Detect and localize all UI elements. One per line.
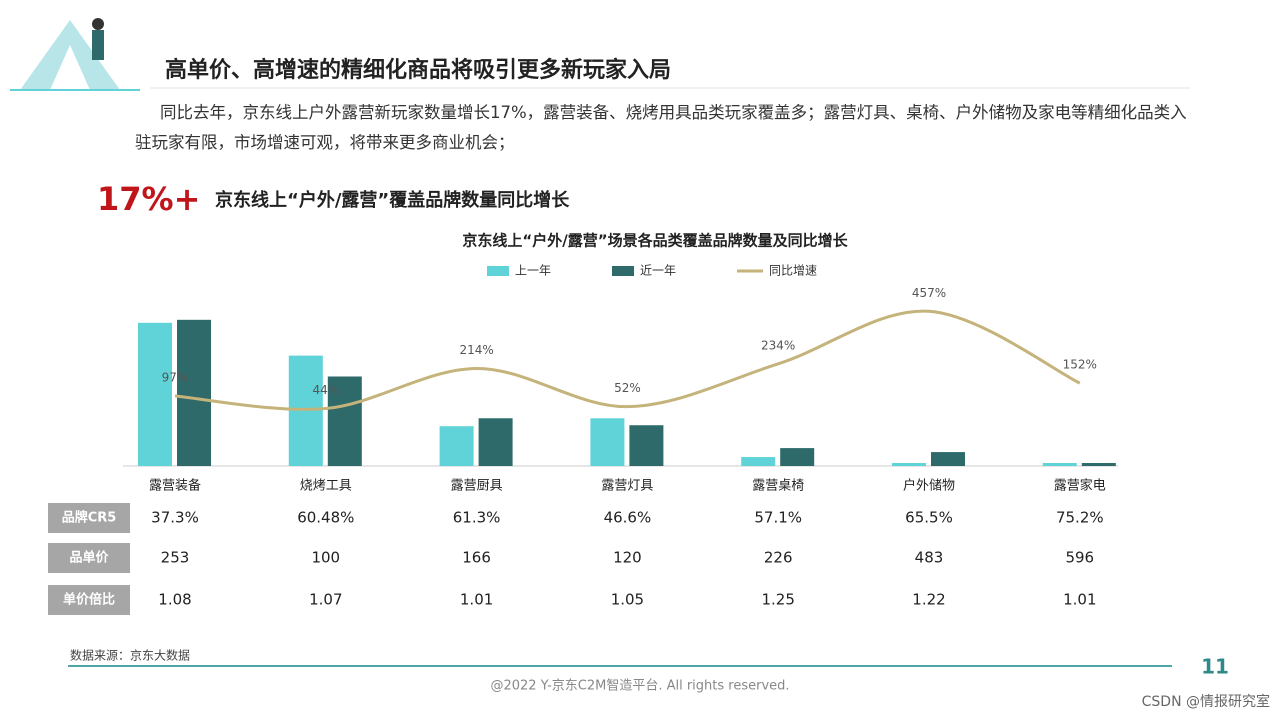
row-label-box [48, 543, 130, 573]
table-cell: 37.3% [151, 509, 199, 527]
table-cell: 1.07 [309, 591, 342, 609]
table-cell: 75.2% [1056, 509, 1104, 527]
highlight: 17%+ [97, 180, 200, 218]
tent-icon [10, 18, 140, 91]
highlight-text: 京东线上“户外/露营”覆盖品牌数量同比增长 [215, 189, 570, 211]
data-label: 457% [912, 286, 946, 300]
bar [177, 319, 211, 466]
bar [439, 426, 474, 466]
bar [478, 418, 513, 466]
data-label: 52% [614, 381, 641, 395]
x-tick-label: 户外储物 [903, 478, 955, 494]
data-label: 152% [1063, 358, 1097, 372]
legend-label: 同比增速 [769, 264, 817, 278]
legend-swatch [487, 266, 509, 276]
table-cell: 226 [764, 549, 793, 567]
x-tick-label: 露营厨具 [451, 479, 503, 494]
data-label: 97% [162, 371, 189, 385]
bar [629, 425, 664, 466]
table-cell: 1.22 [912, 591, 945, 609]
table-cell: 60.48% [297, 509, 354, 527]
row-label-box [48, 585, 130, 615]
row-label: 单价倍比 [63, 592, 115, 608]
table-cell: 1.25 [761, 591, 794, 609]
data-label: 214% [459, 343, 493, 357]
watermark: CSDN @情报研究室 [1142, 693, 1270, 710]
bar [931, 452, 965, 466]
bar [892, 463, 926, 466]
x-tick-label: 露营家电 [1054, 478, 1106, 494]
bar [327, 376, 362, 466]
bar [590, 418, 625, 466]
bar [1042, 463, 1077, 466]
table-cell: 65.5% [905, 509, 953, 527]
bar [1081, 463, 1116, 466]
data-label: 44% [312, 383, 339, 397]
legend-label: 近一年 [640, 264, 676, 278]
source: 数据来源：京东大数据 [70, 648, 190, 663]
table-cell: 57.1% [754, 509, 802, 527]
table-cell: 1.05 [611, 591, 644, 609]
paragraph: 同比去年，京东线上户外露营新玩家数量增长17%，露营装备、烧烤用具品类玩家覆盖多… [135, 103, 1187, 152]
table-cell: 253 [161, 549, 190, 567]
table-cell: 61.3% [453, 509, 501, 527]
x-tick-label: 露营装备 [149, 478, 201, 494]
table-cell: 100 [311, 549, 340, 567]
table-cell: 483 [915, 549, 944, 567]
legend-label: 上一年 [515, 264, 551, 278]
line [174, 309, 1081, 411]
row-label: 品牌CR5 [62, 510, 117, 526]
table-cell: 1.01 [1063, 591, 1096, 609]
bar [741, 457, 776, 466]
x-tick-label: 露营灯具 [601, 479, 653, 494]
page-number: 11 [1201, 655, 1229, 679]
row-label: 品单价 [69, 550, 109, 566]
chart-title: 京东线上“户外/露营”场景各品类覆盖品牌数量及同比增长 [462, 232, 848, 250]
row-label-box [48, 503, 130, 533]
table-cell: 1.01 [460, 591, 493, 609]
bar [780, 448, 815, 466]
table-cell: 596 [1065, 549, 1094, 567]
x-tick-label: 露营桌椅 [752, 479, 804, 494]
legend-swatch [612, 266, 634, 276]
x-tick-label: 烧烤工具 [300, 479, 352, 494]
table-cell: 120 [613, 549, 642, 567]
table-cell: 1.08 [158, 591, 191, 609]
table-cell: 46.6% [604, 509, 652, 527]
data-label: 234% [761, 338, 795, 352]
bar [138, 322, 172, 466]
slide-title: 高单价、高增速的精细化商品将吸引更多新玩家入局 [165, 57, 671, 83]
table-cell: 166 [462, 549, 491, 567]
copyright: @2022 Y-京东C2M智造平台. All rights reserved. [490, 679, 789, 694]
